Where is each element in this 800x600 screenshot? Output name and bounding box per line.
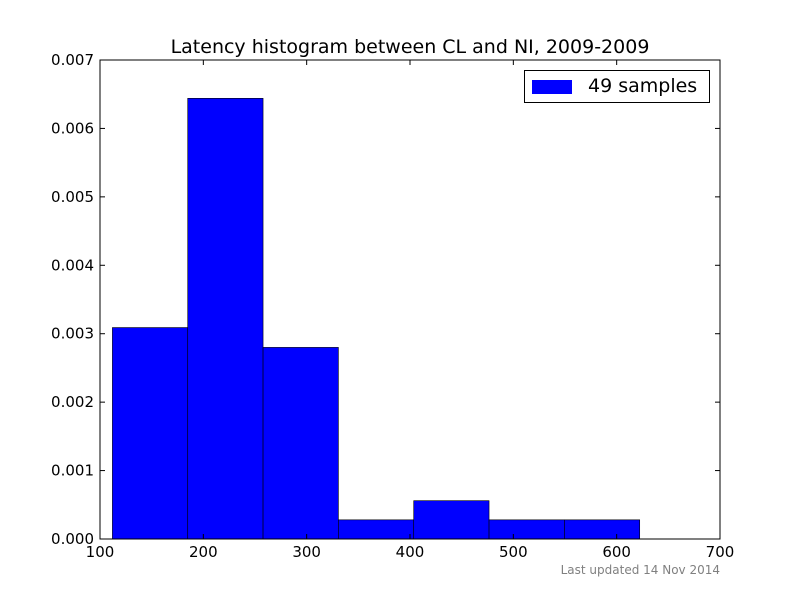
- y-tick-label: 0.000: [51, 530, 94, 548]
- x-tick-label: 300: [292, 543, 321, 561]
- histogram-bar: [488, 519, 565, 540]
- y-tick-label: 0.006: [51, 119, 94, 137]
- histogram-bar: [187, 98, 264, 540]
- x-tick-label: 400: [396, 543, 425, 561]
- histogram-bar: [262, 347, 339, 540]
- histogram-bar: [564, 519, 641, 540]
- x-tick-label: 500: [499, 543, 528, 561]
- y-tick-label: 0.005: [51, 188, 94, 206]
- histogram-bar: [338, 519, 415, 540]
- histogram-bar: [413, 500, 490, 540]
- legend-swatch: [532, 80, 572, 94]
- x-tick-label: 700: [706, 543, 735, 561]
- chart-title: Latency histogram between CL and NI, 200…: [170, 36, 650, 58]
- y-tick-label: 0.001: [51, 462, 94, 480]
- last-updated-note: Last updated 14 Nov 2014: [560, 563, 720, 577]
- legend: 49 samples: [524, 70, 710, 103]
- legend-label: 49 samples: [588, 75, 698, 97]
- x-tick-label: 600: [602, 543, 631, 561]
- x-tick-label: 200: [189, 543, 218, 561]
- histogram-bar: [112, 327, 189, 540]
- y-tick-label: 0.002: [51, 393, 94, 411]
- y-tick-label: 0.003: [51, 325, 94, 343]
- x-tick-label: 100: [86, 543, 115, 561]
- y-tick-label: 0.007: [51, 51, 94, 69]
- y-tick-label: 0.004: [51, 256, 94, 274]
